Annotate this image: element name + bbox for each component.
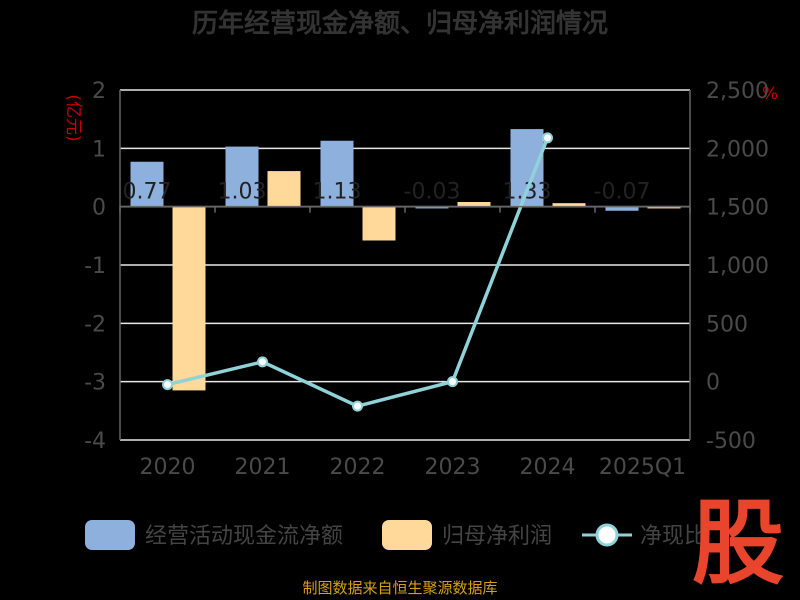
right-tick-label: 2,500 <box>706 79 769 104</box>
left-tick-label: 1 <box>92 137 106 162</box>
right-tick-label: 2,000 <box>706 137 769 162</box>
cash-flow-bar <box>225 146 259 207</box>
legend-swatch-cash-flow <box>85 520 135 550</box>
x-tick-label: 2020 <box>140 455 196 480</box>
net-profit-bar <box>552 203 586 207</box>
cash-flow-data-label: 0.77 <box>123 180 172 205</box>
logo-mark: 股 <box>692 490 784 597</box>
cash-flow-bar <box>605 206 639 211</box>
net-profit-bar <box>172 206 206 391</box>
ratio-line <box>167 137 550 409</box>
net-profit-bar <box>457 202 491 207</box>
legend-label-net-profit: 归母净利润 <box>442 524 552 549</box>
legend-swatch-ratio-point <box>595 523 619 547</box>
right-tick-label: 1,500 <box>706 196 769 221</box>
x-tick-label: 2022 <box>330 455 386 480</box>
ratio-point <box>352 400 363 412</box>
ratio-point <box>257 356 268 368</box>
left-tick-label: -1 <box>84 254 106 279</box>
right-axis-unit: % <box>762 84 778 104</box>
left-tick-label: -4 <box>84 429 106 454</box>
net-profit-bar <box>647 206 681 209</box>
legend-label-cash-flow: 经营活动现金流净额 <box>145 524 343 549</box>
legend-swatch-net-profit <box>382 520 432 550</box>
ratio-point <box>447 376 458 388</box>
net-profit-bar <box>362 206 396 241</box>
right-tick-label: 1,000 <box>706 254 769 279</box>
cash-flow-bar <box>415 206 449 209</box>
right-tick-label: 500 <box>706 312 748 337</box>
right-tick-label: 0 <box>706 371 720 396</box>
x-tick-label: 2021 <box>235 455 291 480</box>
chart-title: 历年经营现金净额、归母净利润情况 <box>192 8 608 39</box>
cash-flow-data-label: -0.07 <box>594 180 651 205</box>
source-note: 制图数据来自恒生聚源数据库 <box>302 579 497 597</box>
left-tick-label: -3 <box>84 371 106 396</box>
cash-flow-bar <box>130 161 164 207</box>
cash-flow-data-label: 1.13 <box>313 180 362 205</box>
left-tick-label: 2 <box>92 79 106 104</box>
left-tick-label: 0 <box>92 196 106 221</box>
left-axis-unit: (亿元) <box>63 94 83 141</box>
cash-flow-bar <box>320 140 354 207</box>
legend-label-ratio: 净现比 <box>640 524 706 549</box>
right-tick-label: -500 <box>706 429 756 454</box>
cash-flow-data-label: 1.03 <box>218 180 267 205</box>
left-tick-label: -2 <box>84 312 106 337</box>
ratio-point <box>162 379 173 391</box>
x-tick-label: 2025Q1 <box>599 455 686 480</box>
cash-flow-data-label: -0.03 <box>404 180 461 205</box>
x-tick-label: 2024 <box>520 455 576 480</box>
net-profit-bar <box>267 171 301 207</box>
x-tick-label: 2023 <box>425 455 481 480</box>
ratio-point <box>542 132 553 144</box>
